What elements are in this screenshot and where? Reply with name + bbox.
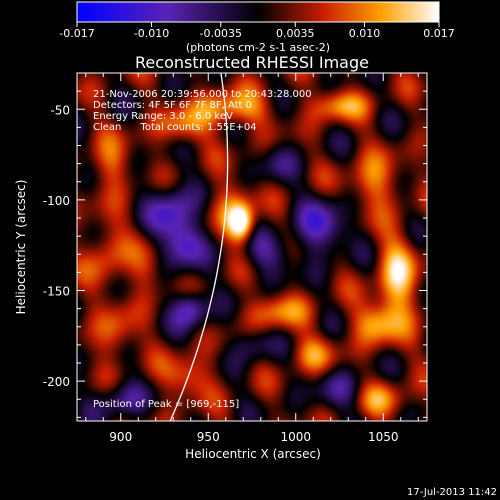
annotation-clean-counts: Clean Total counts: 1.55E+04 xyxy=(93,122,257,133)
y-tick-label: -50 xyxy=(50,103,70,117)
x-axis-label: Heliocentric X (arcsec) xyxy=(185,447,321,461)
colorbar-frame xyxy=(76,1,440,23)
colorbar-tick-label: 0.010 xyxy=(349,27,381,40)
annotation-energy-range: Energy Range: 3.0 - 6.0 keV xyxy=(93,111,233,122)
annotation-time-range: 21-Nov-2006 20:39:56.000 to 20:43:28.000 xyxy=(93,89,312,100)
x-tick-label: 1000 xyxy=(280,430,311,444)
heatmap-image xyxy=(77,73,427,421)
y-tick-label: -100 xyxy=(43,194,70,208)
colorbar-tick-label: -0.010 xyxy=(134,27,169,40)
annotation-detectors: Detectors: 4F 5F 6F 7F 8F, Att 0 xyxy=(93,100,252,111)
footer-timestamp: 17-Jul-2013 11:42 xyxy=(407,487,497,498)
plot-frame xyxy=(76,72,428,422)
x-tick-label: 1050 xyxy=(368,430,399,444)
x-axis-ticks: 900 950 1000 1050 xyxy=(85,73,419,444)
colorbar-tick-label: -0.017 xyxy=(59,27,94,40)
chart-title: Reconstructed RHESSI Image xyxy=(135,53,369,72)
x-tick-label: 900 xyxy=(109,430,132,444)
colorbar-label: (photons cm-2 s-1 asec-2) xyxy=(186,41,330,54)
peak-position-label: Position of Peak = [969,-115] xyxy=(93,399,239,410)
y-axis-ticks: -50 -100 -150 -200 xyxy=(43,72,427,418)
solar-limb-line xyxy=(169,73,229,421)
colorbar: -0.017 -0.010 -0.0035 0.0035 0.010 0.017 (pho… xyxy=(59,1,455,54)
colorbar-tick-label: -0.0035 xyxy=(200,27,242,40)
x-tick-label: 950 xyxy=(197,430,220,444)
colorbar-tick-label: 0.017 xyxy=(423,27,455,40)
y-axis-label: Heliocentric Y (arcsec) xyxy=(14,180,28,315)
colorbar-ticks: -0.017 -0.010 -0.0035 0.0035 0.010 0.017 xyxy=(59,22,455,40)
colorbar-tick-label: 0.0035 xyxy=(276,27,315,40)
annotation-block: 21-Nov-2006 20:39:56.000 to 20:43:28.000… xyxy=(93,89,312,133)
y-tick-label: -200 xyxy=(43,375,70,389)
colorbar-gradient xyxy=(77,2,439,22)
plot-area: 900 950 1000 1050 -50 -100 -150 -200 21-Nov-20… xyxy=(43,72,428,444)
y-tick-label: -150 xyxy=(43,285,70,299)
